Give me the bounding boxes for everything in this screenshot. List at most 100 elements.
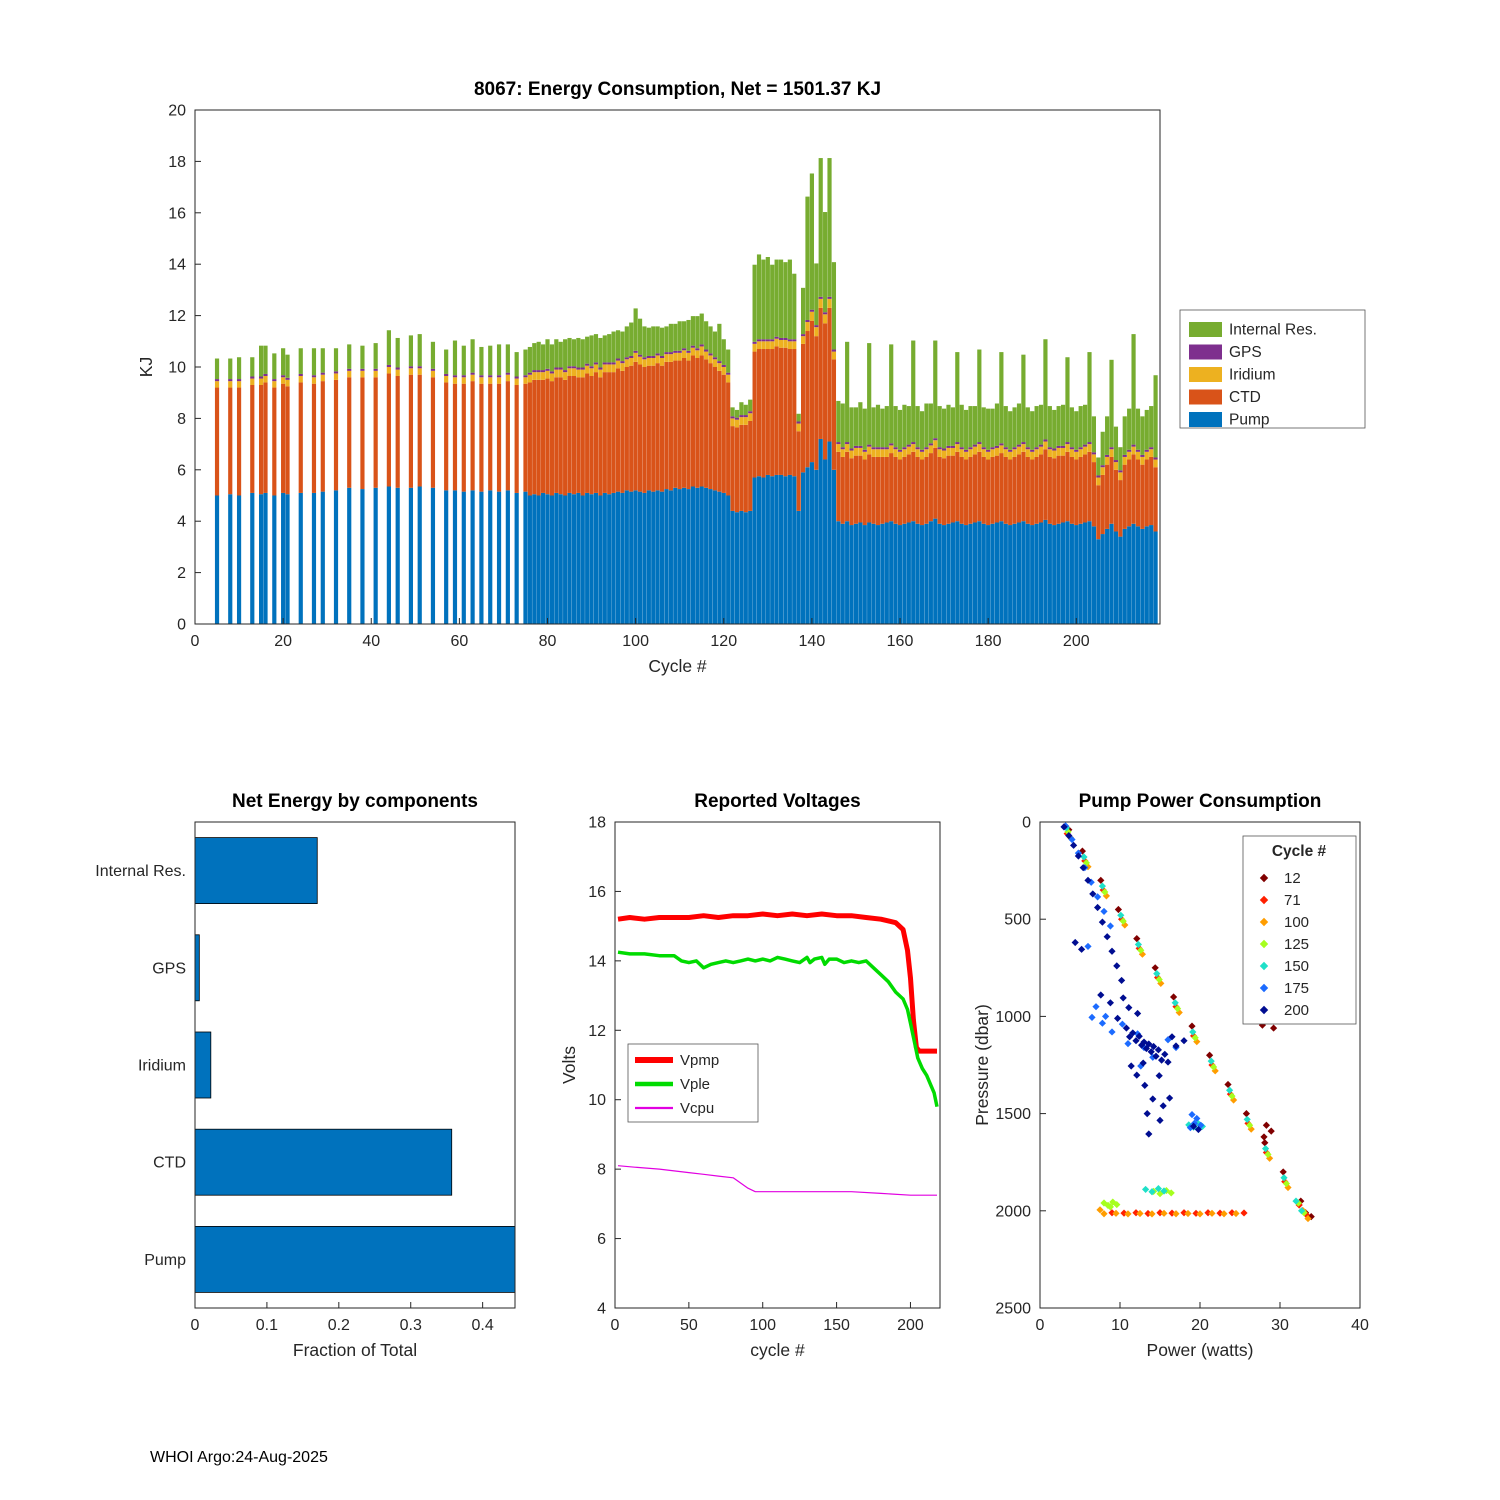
tick-label: 0 [1022,815,1031,832]
stacked-bar-segment [928,521,933,624]
stacked-bar-segment [1025,447,1030,450]
stacked-bar-segment [695,350,700,359]
stacked-bar-segment [651,326,656,356]
stacked-bar-segment [620,363,625,371]
stacked-bar-segment [867,444,872,447]
stacked-bar-segment [417,334,422,367]
stacked-bar-segment [452,383,458,491]
stacked-bar-segment [430,370,436,378]
stacked-bar-segment [514,492,519,624]
legend-label: Vpmp [680,1052,719,1069]
stacked-bar-segment [1069,449,1074,457]
net-energy-by-components-chart: Internal Res. GPS Iridium CTD Pump 0 0.1 0.2 0.3… [95,791,516,1360]
stacked-bar-segment [682,487,687,624]
stacked-bar-segment [933,447,938,519]
stacked-bar-segment [1144,449,1149,452]
stacked-bar-segment [1109,447,1114,450]
stacked-bar-segment [585,336,590,364]
stacked-bar-segment [1105,464,1110,529]
scatter-point-cycle-200 [1106,999,1114,1007]
stacked-bar-segment [778,337,784,341]
stacked-bar-segment [598,495,603,624]
stacked-bar-segment [281,492,286,624]
x-axis-label: Fraction of Total [293,1340,417,1360]
stacked-bar-segment [470,374,475,382]
stacked-bar-segment [752,264,757,342]
scatter-point-cycle-100 [1220,1210,1228,1218]
stacked-bar-segment [994,447,1000,456]
stacked-bar-segment [347,487,352,624]
stacked-bar-segment [536,341,541,371]
stacked-bar-segment [1082,444,1088,447]
stacked-bar-segment [1100,474,1105,535]
scatter-point-cycle-200 [1079,864,1087,872]
stacked-bar-segment [946,455,951,524]
stacked-bar-segment [761,339,766,342]
stacked-bar-segment [889,344,894,444]
scatter-point-cycle-175 [1068,835,1076,844]
stacked-bar-segment [712,357,718,360]
scatter-point-cycle-125 [1119,917,1127,925]
stacked-bar-segment [549,381,555,496]
stacked-bar-segment [924,447,929,450]
stacked-bar-segment [629,365,634,492]
stacked-bar-segment [730,416,735,419]
tick-label: 0.1 [256,1317,278,1334]
scatter-point-cycle-200 [1159,1102,1167,1110]
legend-swatch [1189,322,1222,337]
stacked-bar-segment [1038,454,1044,523]
stacked-bar-segment [1008,451,1013,460]
stacked-bar-segment [488,345,493,376]
stacked-bar-segment [853,455,859,524]
stacked-bar-segment [783,347,788,477]
stacked-bar-segment [924,523,929,624]
scatter-point-cycle-200 [1180,1037,1188,1045]
stacked-bar-segment [580,495,585,624]
stacked-bar-segment [1131,334,1136,445]
scatter-point-cycle-100 [1208,1209,1216,1217]
stacked-bar-segment [831,469,837,624]
legend-title: Cycle # [1272,843,1327,860]
stacked-bar-segment [814,327,819,337]
legend-marker [1259,917,1269,927]
stacked-bar-segment [624,326,629,358]
stacked-bar-segment [281,383,286,493]
stacked-bar-segment [919,459,925,526]
stacked-bar-segment [682,350,687,359]
stacked-bar-segment [677,321,682,351]
stacked-bar-segment [897,449,903,452]
scatter-point-cycle-100 [1112,1209,1120,1217]
x-axis-label: cycle # [750,1340,805,1360]
stacked-bar-segment [655,326,660,354]
tick-label: 4 [177,514,186,531]
pump-power-consumption-chart: 0 10 20 30 40 0 500 1000 1500 2000 2500 Pump Power … [972,791,1369,1360]
stacked-bar-segment [986,525,991,624]
stacked-bar-segment [673,360,678,488]
stacked-bar-segment [228,381,233,388]
stacked-bar-segment [651,365,656,492]
stacked-bar-segment [1140,416,1145,455]
stacked-bar-segment [1091,416,1096,453]
stacked-bar-segment [818,158,823,297]
stacked-bar-segment [699,344,704,347]
stacked-bar-segment [236,357,242,380]
stacked-bar-segment [906,446,911,455]
stacked-bar-segment [236,495,242,624]
stacked-bar-segment [1091,454,1096,463]
stacked-bar-segment [726,372,731,375]
stacked-bar-segment [360,345,365,369]
line-vpmp [617,911,937,1054]
stacked-bar-segment [408,368,414,375]
stacked-bar-segment [554,367,559,370]
scatter-point-cycle-100 [1184,1209,1192,1218]
stacked-bar-segment [607,364,612,373]
stacked-bar-segment [1078,406,1083,448]
stacked-bar-segment [756,349,762,477]
stacked-bar-segment [214,381,220,388]
stacked-bar-segment [664,489,669,624]
stacked-bar-segment [659,491,665,624]
stacked-bar-segment [567,337,572,367]
stacked-bar-segment [347,370,352,378]
scatter-point-cycle-125 [1113,1200,1121,1209]
stacked-bar-segment [214,495,220,624]
